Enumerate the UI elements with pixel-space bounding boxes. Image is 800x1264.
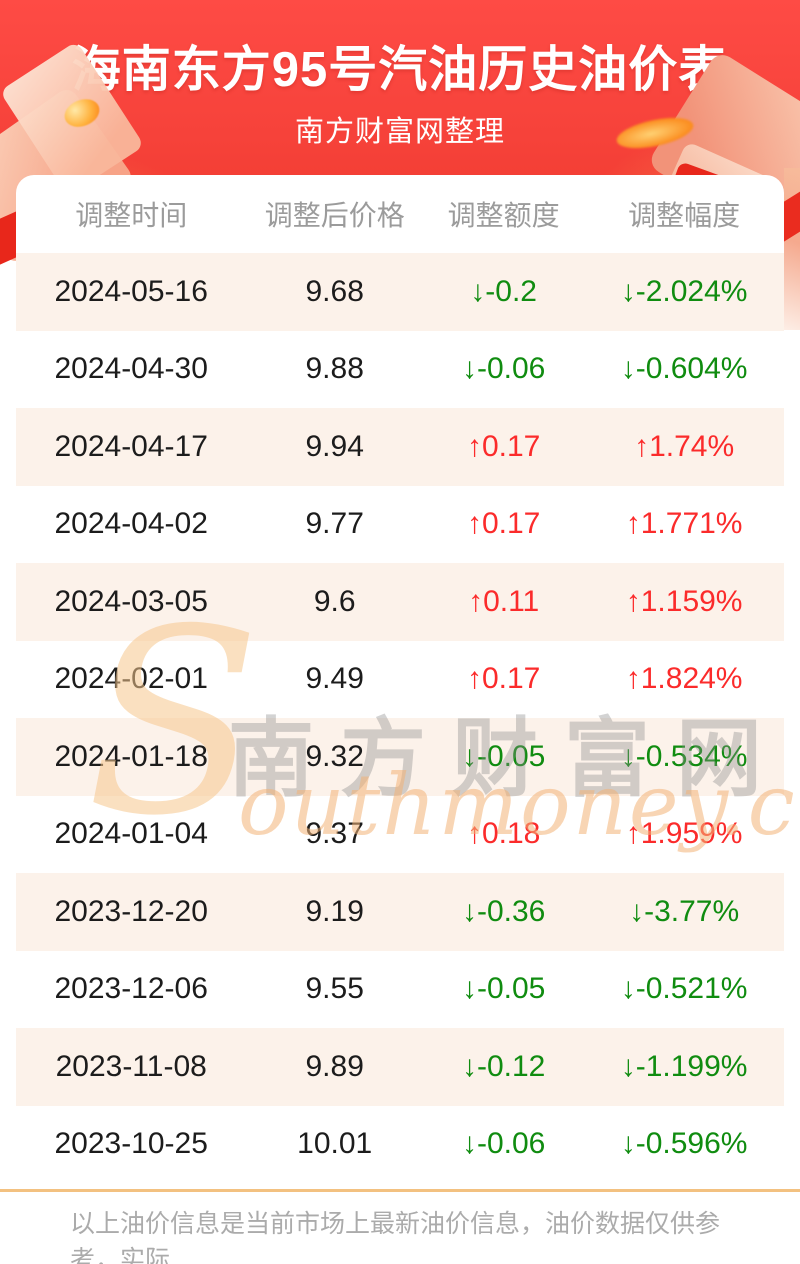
price-cell: 9.19 bbox=[305, 894, 364, 928]
price-cell: 9.88 bbox=[305, 352, 364, 386]
table-row: 2023-11-08 9.89 ↓-0.12 ↓-1.199% bbox=[16, 1028, 784, 1106]
price-table-card: 调整时间 调整后价格 调整额度 调整幅度 2024-05-16 9.68 ↓-0.2… bbox=[16, 175, 784, 1184]
date-cell: 2023-12-20 bbox=[54, 894, 208, 928]
price-cell: 9.37 bbox=[305, 817, 364, 851]
column-header-adjust-time: 调整时间 bbox=[75, 200, 188, 231]
change-percent-cell: ↑1.824% bbox=[625, 662, 743, 696]
change-amount-cell: ↓-0.05 bbox=[461, 739, 546, 773]
change-percent-cell: ↓-1.199% bbox=[620, 1049, 748, 1083]
table-row: 2023-10-25 10.01 ↓-0.06 ↓-0.596% bbox=[16, 1106, 784, 1184]
change-amount-cell: ↑0.17 bbox=[466, 507, 541, 541]
price-cell: 9.68 bbox=[305, 274, 364, 308]
table-row: 2024-04-02 9.77 ↑0.17 ↑1.771% bbox=[16, 486, 784, 564]
page-subtitle: 南方财富网整理 bbox=[294, 116, 505, 148]
change-percent-cell: ↓-0.521% bbox=[620, 972, 748, 1006]
table-row: 2024-01-04 9.37 ↑0.18 ↑1.959% bbox=[16, 796, 784, 874]
change-percent-cell: ↓-0.596% bbox=[620, 1127, 748, 1161]
column-header-adjust-amount: 调整额度 bbox=[447, 200, 560, 231]
price-cell: 10.01 bbox=[297, 1127, 373, 1161]
price-cell: 9.77 bbox=[305, 507, 364, 541]
price-cell: 9.49 bbox=[305, 662, 364, 696]
change-amount-cell: ↓-0.06 bbox=[461, 1127, 546, 1161]
change-percent-cell: ↓-3.77% bbox=[629, 894, 740, 928]
change-percent-cell: ↑1.771% bbox=[625, 507, 743, 541]
table-row: 2024-02-01 9.49 ↑0.17 ↑1.824% bbox=[16, 641, 784, 719]
price-cell: 9.32 bbox=[305, 739, 364, 773]
footer-disclaimer-line1: 以上油价信息是当前市场上最新油价信息，油价数据仅供参考，实际 bbox=[70, 1210, 721, 1264]
table-body: 2024-05-16 9.68 ↓-0.2 ↓-2.024% 2024-04-30 9.8… bbox=[16, 253, 784, 1183]
footer-disclaimer: 以上油价信息是当前市场上最新油价信息，油价数据仅供参考，实际 在售油价可能有小幅… bbox=[70, 1206, 734, 1264]
price-cell: 9.89 bbox=[305, 1049, 364, 1083]
table-row: 2024-01-18 9.32 ↓-0.05 ↓-0.534% bbox=[16, 718, 784, 796]
change-amount-cell: ↓-0.06 bbox=[461, 352, 546, 386]
date-cell: 2024-04-02 bbox=[54, 507, 208, 541]
table-header-row: 调整时间 调整后价格 调整额度 调整幅度 bbox=[16, 175, 784, 253]
change-percent-cell: ↓-0.534% bbox=[620, 739, 748, 773]
page-title: 海南东方95号汽油历史油价表 bbox=[71, 43, 729, 97]
column-header-adjust-percent: 调整幅度 bbox=[628, 200, 741, 231]
table-row: 2024-04-30 9.88 ↓-0.06 ↓-0.604% bbox=[16, 331, 784, 409]
footer-divider bbox=[0, 1189, 800, 1192]
table-row: 2024-04-17 9.94 ↑0.17 ↑1.74% bbox=[16, 408, 784, 486]
change-percent-cell: ↑1.159% bbox=[625, 584, 743, 618]
date-cell: 2023-11-08 bbox=[55, 1049, 207, 1083]
change-amount-cell: ↓-0.2 bbox=[470, 274, 537, 308]
date-cell: 2024-04-17 bbox=[54, 429, 208, 463]
date-cell: 2023-10-25 bbox=[54, 1127, 208, 1161]
change-amount-cell: ↓-0.36 bbox=[461, 894, 546, 928]
change-percent-cell: ↑1.74% bbox=[634, 429, 735, 463]
change-percent-cell: ↑1.959% bbox=[625, 817, 743, 851]
date-cell: 2024-01-18 bbox=[54, 739, 208, 773]
change-percent-cell: ↓-2.024% bbox=[620, 274, 748, 308]
change-amount-cell: ↑0.11 bbox=[468, 584, 540, 618]
change-amount-cell: ↑0.18 bbox=[466, 817, 541, 851]
table-row: 2023-12-06 9.55 ↓-0.05 ↓-0.521% bbox=[16, 951, 784, 1029]
date-cell: 2024-01-04 bbox=[54, 817, 208, 851]
date-cell: 2023-12-06 bbox=[54, 972, 208, 1006]
table-row: 2024-05-16 9.68 ↓-0.2 ↓-2.024% bbox=[16, 253, 784, 331]
date-cell: 2024-05-16 bbox=[54, 274, 208, 308]
table-row: 2024-03-05 9.6 ↑0.11 ↑1.159% bbox=[16, 563, 784, 641]
change-percent-cell: ↓-0.604% bbox=[620, 352, 748, 386]
date-cell: 2024-02-01 bbox=[54, 662, 208, 696]
price-cell: 9.6 bbox=[313, 584, 356, 618]
column-header-adjusted-price: 调整后价格 bbox=[264, 200, 405, 231]
price-cell: 9.94 bbox=[305, 429, 364, 463]
change-amount-cell: ↓-0.12 bbox=[461, 1049, 546, 1083]
change-amount-cell: ↑0.17 bbox=[466, 662, 541, 696]
change-amount-cell: ↓-0.05 bbox=[461, 972, 546, 1006]
date-cell: 2024-04-30 bbox=[54, 352, 208, 386]
table-row: 2023-12-20 9.19 ↓-0.36 ↓-3.77% bbox=[16, 873, 784, 951]
price-cell: 9.55 bbox=[305, 972, 364, 1006]
change-amount-cell: ↑0.17 bbox=[466, 429, 541, 463]
date-cell: 2024-03-05 bbox=[54, 584, 208, 618]
